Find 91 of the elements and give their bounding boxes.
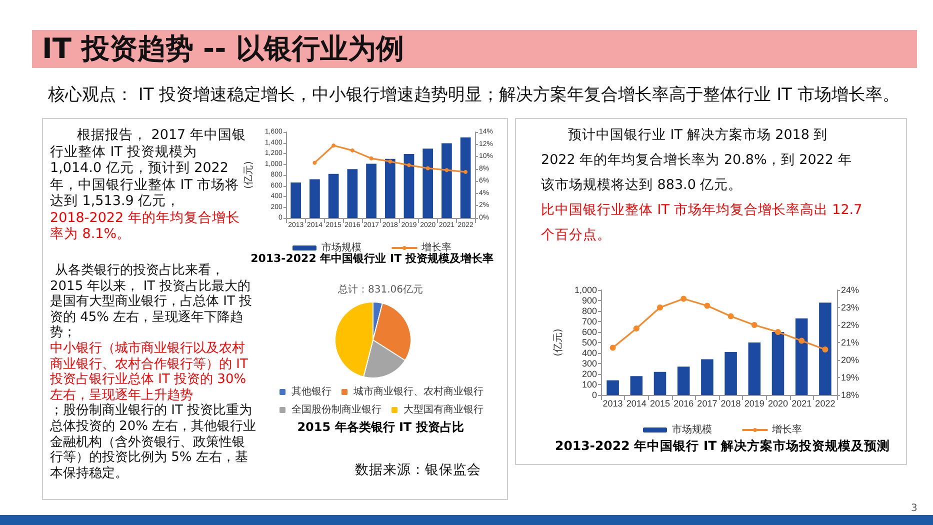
x-tick-label: 2014 [626,398,646,408]
bar [654,372,666,395]
point [312,160,317,165]
y-tick-label: 0 [592,390,597,400]
bar [677,366,690,395]
point [680,296,687,302]
point [657,304,663,310]
bar [384,158,396,218]
y2-tick-label: 24% [841,285,860,295]
point [350,148,354,152]
legend-label: 城市商业银行、农村商业银行 [352,386,484,398]
x-tick-label: 2020 [768,398,788,408]
bar [630,376,643,395]
text: ；股份制商业银行的 IT 投资比重为总体投资的 20% 左右，其他银行业金融机构（含外资银行、政策性银行等）的投资比例为 5% 左右，基本保持稳定。 [50,403,257,482]
x-tick-label: 2019 [744,398,764,408]
bar [442,143,452,218]
bar [290,182,302,218]
text: 3 [911,503,918,515]
text: 2015 年各类银行 IT 投资占比 [297,420,464,434]
point [407,163,411,168]
legend-label: 增长率 [420,242,452,254]
y-tick-label: 700 [582,316,597,326]
x-tick-label: 2017 [697,398,718,408]
text: 2018-2022 年的年均复合增长率为 8.1%。 [50,210,241,242]
bar [701,359,714,395]
point [704,302,710,309]
x-tick-label: 2021 [792,398,812,408]
bar [366,164,376,218]
point [798,338,805,344]
point [822,346,828,352]
y2-tick-label: 18% [841,390,860,400]
point [633,326,640,332]
y2-tick-label: 23% [841,302,860,312]
y2-tick-label: 22% [841,320,860,330]
bar [347,169,358,218]
text: 2013-2022 年中国银行 IT 解决方案市场投资规模及预测 [554,438,890,453]
y-tick-label: 1,000 [574,285,597,295]
y-tick-label: 600 [582,327,597,337]
x-tick-label: 2022 [815,398,836,408]
y2-tick-label: 19% [841,372,860,382]
y-tick-label: 200 [582,369,597,379]
text: 2013-2022 年中国银行业 IT 投资规模及增长率 [250,252,494,265]
point [610,344,616,351]
x-tick-label: 2015 [650,398,670,408]
bar [606,380,619,395]
point [369,156,374,160]
x-tick-label: 2018 [720,398,741,408]
x-tick-label: 2013 [602,398,623,408]
point [444,168,449,172]
bar [404,154,414,218]
point [728,313,734,320]
point [388,159,392,164]
legend-label: 市场规模 [322,242,362,254]
text: 预计中国银行业 IT 解决方案市场 2018 到 2022 年的年均复合增长率为 20.8%，到 2022 年该市场规模将达到 883.0 亿元。 [541,126,853,195]
legend-label: 市场规模 [672,424,712,436]
y-axis-title: (亿元) [244,161,254,189]
point [426,166,430,170]
bar [748,342,761,395]
legend-label: 大型国有商业银行 [404,404,484,416]
point [332,144,336,148]
legend-label: 增长率 [771,424,802,436]
x-tick-label: 2016 [674,398,694,408]
y-tick-label: 300 [582,358,597,368]
y-tick-label: 100 [582,380,597,390]
y-tick-label: 900 [582,296,597,306]
legend-label: 全国股份制商业银行 [292,404,382,416]
source-note: 数据来源：银保监会 [355,461,482,479]
bar [795,318,808,395]
text: 比中国银行业整体 IT 市场年均复合增长率高出 12.7 个百分点。 [541,201,863,245]
bar [724,352,737,395]
bar [328,174,339,218]
bar [422,148,434,218]
text: 中小银行（城市商业银行以及农村商业银行、农村合作银行等）的 IT 投资占银行业总体 IT 投资的 30% 左右，呈现逐年上升趋势 [50,340,249,403]
text: IT 投资趋势 -- 以银行业为例 [42,31,404,67]
y2-tick-label: 21% [841,338,860,348]
y2-tick-label: 20% [841,355,860,365]
y-tick-label: 800 [582,306,597,316]
chart-subtitle: 总计：831.06亿元 [337,284,423,296]
point [751,322,758,328]
bar [819,302,832,395]
bar [310,179,320,218]
y-axis-title: (亿元) [553,328,564,356]
point [464,170,468,174]
legend-label: 其他银行 [292,386,332,398]
bar [772,332,784,395]
text: 从各类银行的投资占比来看， 2015 年以来， IT 投资占比最大的是国有大型商业银行，占总体 IT 投资的 45% 左右，呈现逐年下降趋势； [50,263,252,340]
y-tick-label: 400 [582,348,597,358]
point [775,329,781,335]
text: 核心观点： IT 投资增速稳定增长，中小银行增速趋势明显；解决方案年复合增长率高于整体行业 IT 市场增长率。 [48,84,900,106]
y-tick-label: 500 [582,338,597,348]
bar [460,137,471,218]
